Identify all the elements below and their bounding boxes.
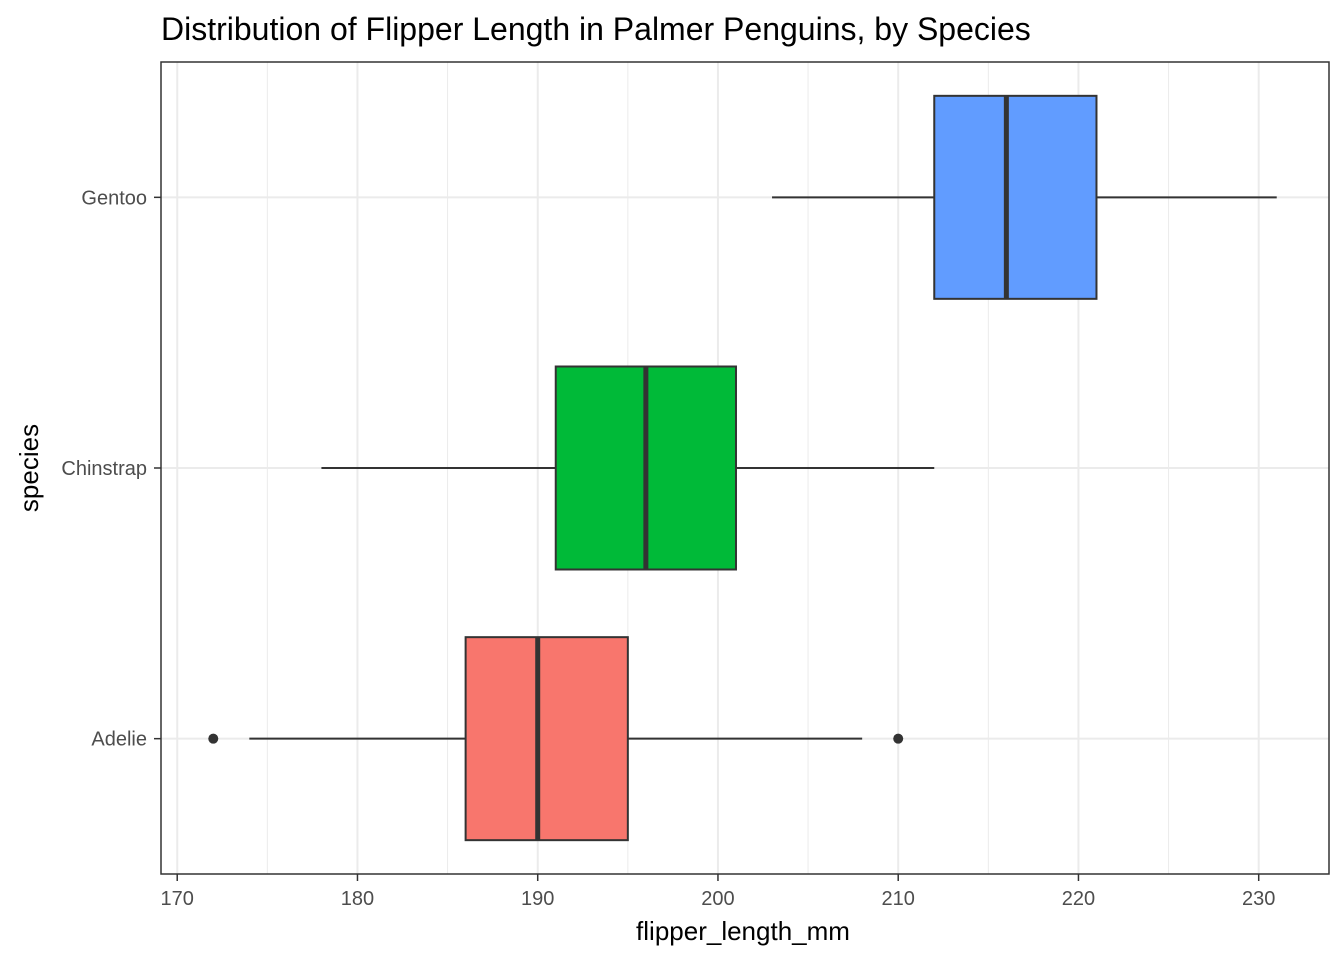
y-tick-label: Adelie: [91, 729, 147, 751]
y-tick-label: Gentoo: [81, 187, 147, 209]
x-axis: 170 180 190 200 210 220 230: [161, 874, 1275, 910]
x-tick-label: 180: [341, 888, 374, 910]
y-tick-label: Chinstrap: [61, 458, 147, 480]
y-axis-title: species: [14, 424, 44, 512]
x-tick-label: 210: [882, 888, 915, 910]
outlier-point: [893, 733, 904, 744]
box-chinstrap: [321, 365, 935, 571]
x-tick-label: 190: [521, 888, 554, 910]
chart-title: Distribution of Flipper Length in Palmer…: [161, 11, 1031, 47]
x-tick-label: 220: [1062, 888, 1095, 910]
y-axis: Adelie Chinstrap Gentoo: [61, 187, 161, 751]
x-tick-label: 230: [1242, 888, 1275, 910]
x-tick-label: 200: [701, 888, 734, 910]
box-gentoo: [772, 94, 1277, 300]
x-axis-title: flipper_length_mm: [636, 916, 850, 946]
box-iqr: [933, 94, 1098, 300]
x-tick-label: 170: [161, 888, 194, 910]
box-group: [208, 94, 1277, 842]
box-iqr: [464, 636, 629, 842]
box-adelie: [208, 636, 904, 842]
outlier-point: [208, 733, 219, 744]
